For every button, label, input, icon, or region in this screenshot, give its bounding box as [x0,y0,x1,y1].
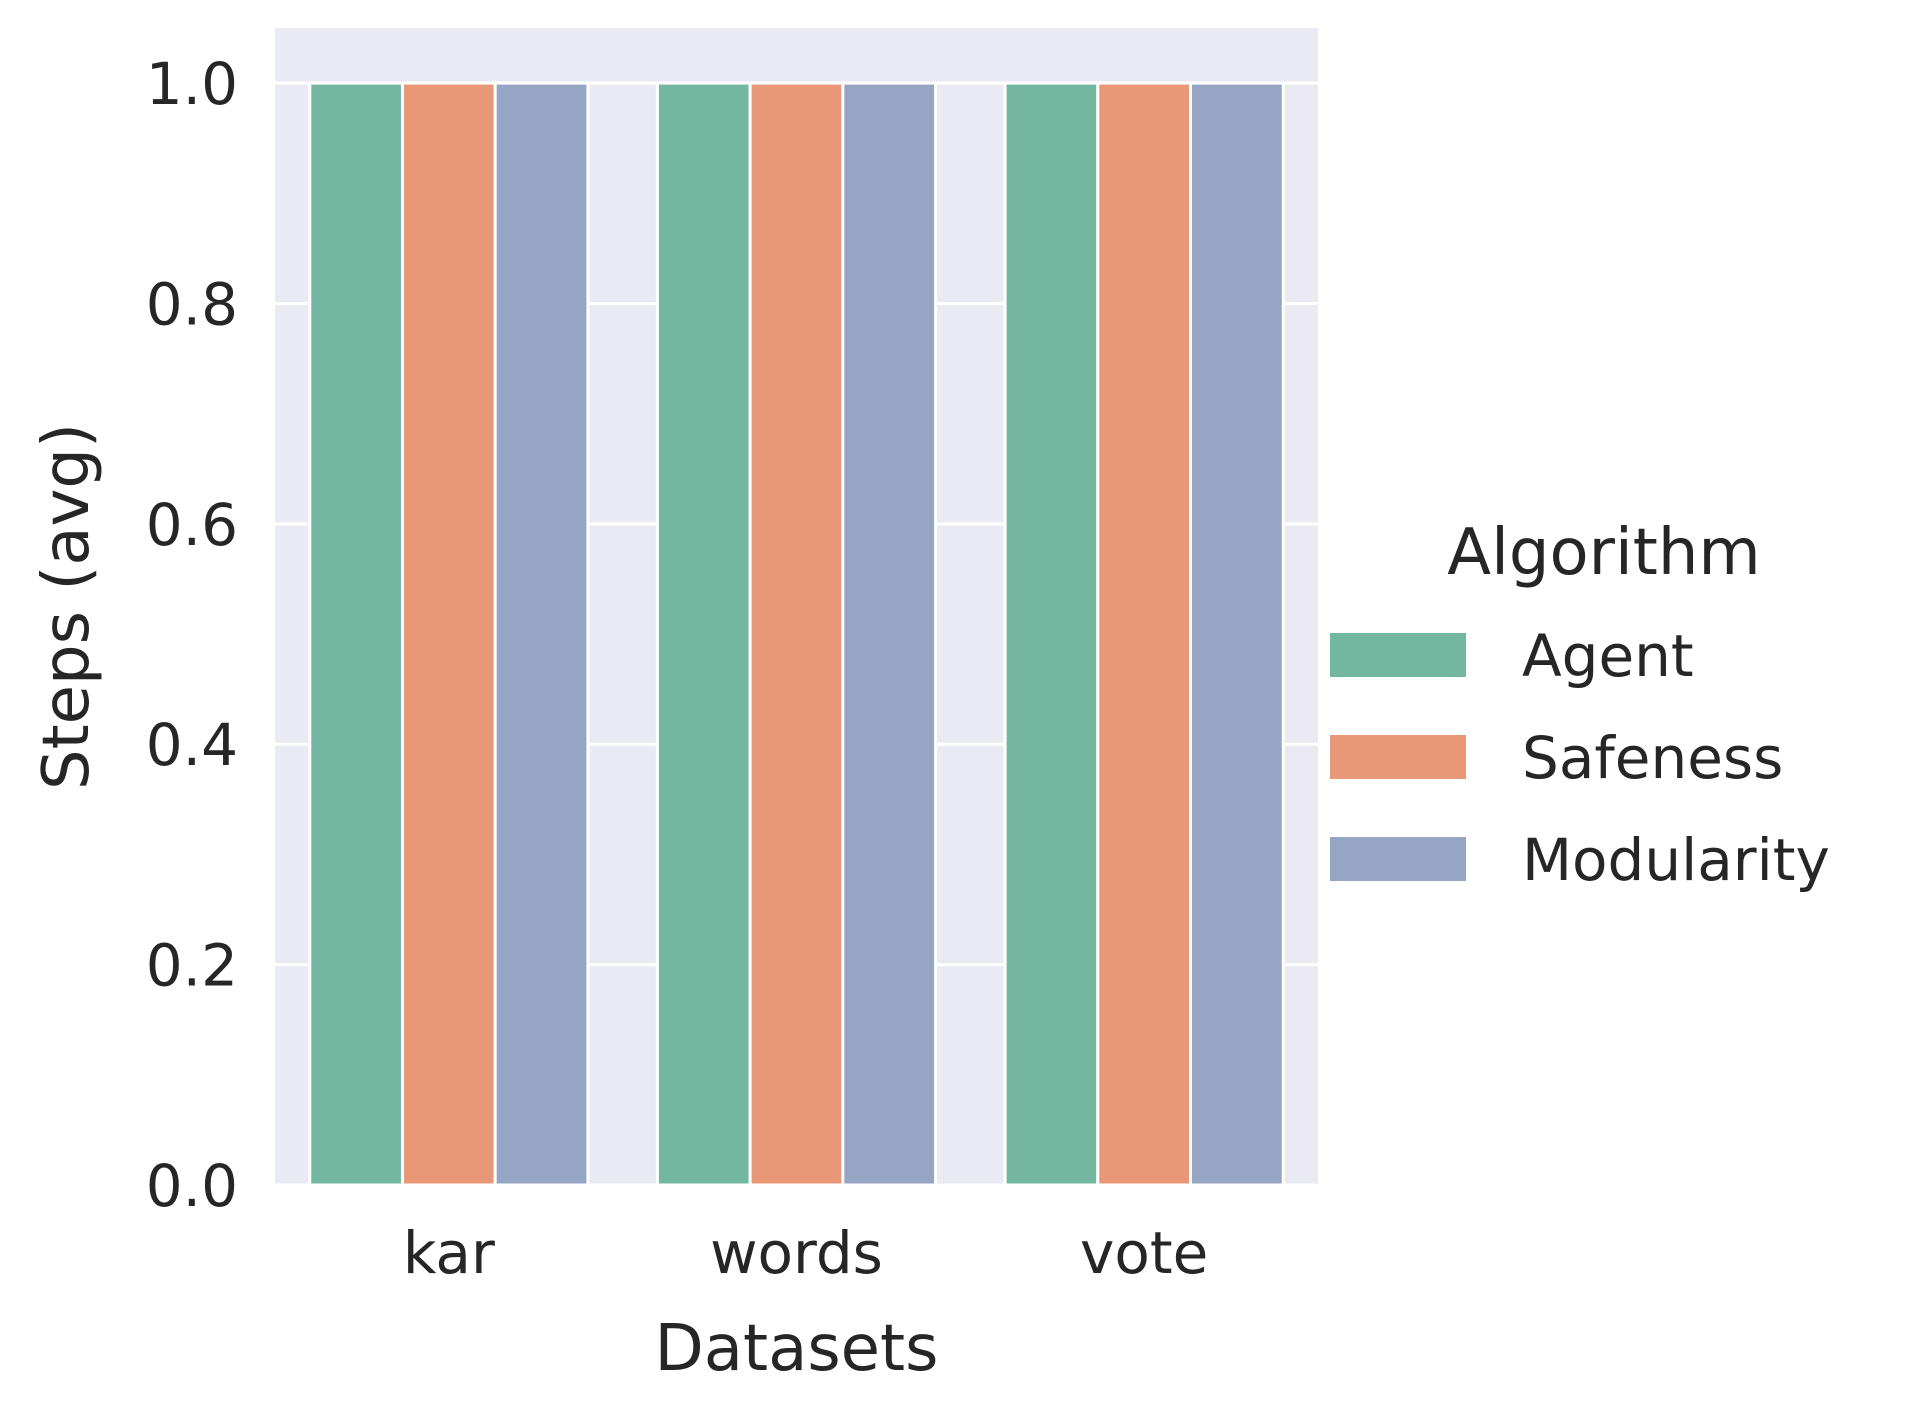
legend-swatch-modularity [1330,837,1466,881]
x-tick-label-words: words [710,1219,883,1287]
legend-swatch-agent [1330,633,1466,677]
bar-kar-agent [308,81,404,1187]
y-tick-label-3: 0.6 [146,491,238,559]
x-tick-labels: kar words vote [403,1219,1208,1287]
bar-kar-safeness [400,81,497,1187]
legend-swatch-safeness [1330,735,1466,779]
y-tick-label-5: 1.0 [146,50,238,118]
bar-words-safeness [748,81,845,1187]
legend-label-modularity: Modularity [1522,826,1830,894]
y-tick-label-0: 0.0 [146,1152,238,1220]
legend-label-agent: Agent [1522,622,1694,690]
bar-vote-modularity [1189,81,1285,1187]
bars [308,81,1285,1187]
legend: Algorithm Agent Safeness Modularity [1330,516,1830,894]
legend-items: Agent Safeness Modularity [1330,622,1830,894]
x-tick-label-kar: kar [403,1219,495,1287]
y-axis-label: Steps (avg) [30,423,104,790]
x-axis-label: Datasets [655,1312,939,1386]
bar-kar-modularity [493,81,590,1187]
y-tick-label-2: 0.4 [146,711,238,779]
y-tick-label-4: 0.8 [146,270,238,338]
bar-words-modularity [841,81,938,1187]
legend-label-safeness: Safeness [1522,724,1783,792]
y-tick-labels: 0.0 0.2 0.4 0.6 0.8 1.0 [146,50,238,1220]
x-tick-label-vote: vote [1080,1219,1208,1287]
y-tick-label-1: 0.2 [146,932,238,1000]
bar-vote-safeness [1096,81,1193,1187]
bar-words-agent [655,81,752,1187]
bar-vote-agent [1003,81,1100,1187]
legend-title: Algorithm [1447,516,1760,590]
